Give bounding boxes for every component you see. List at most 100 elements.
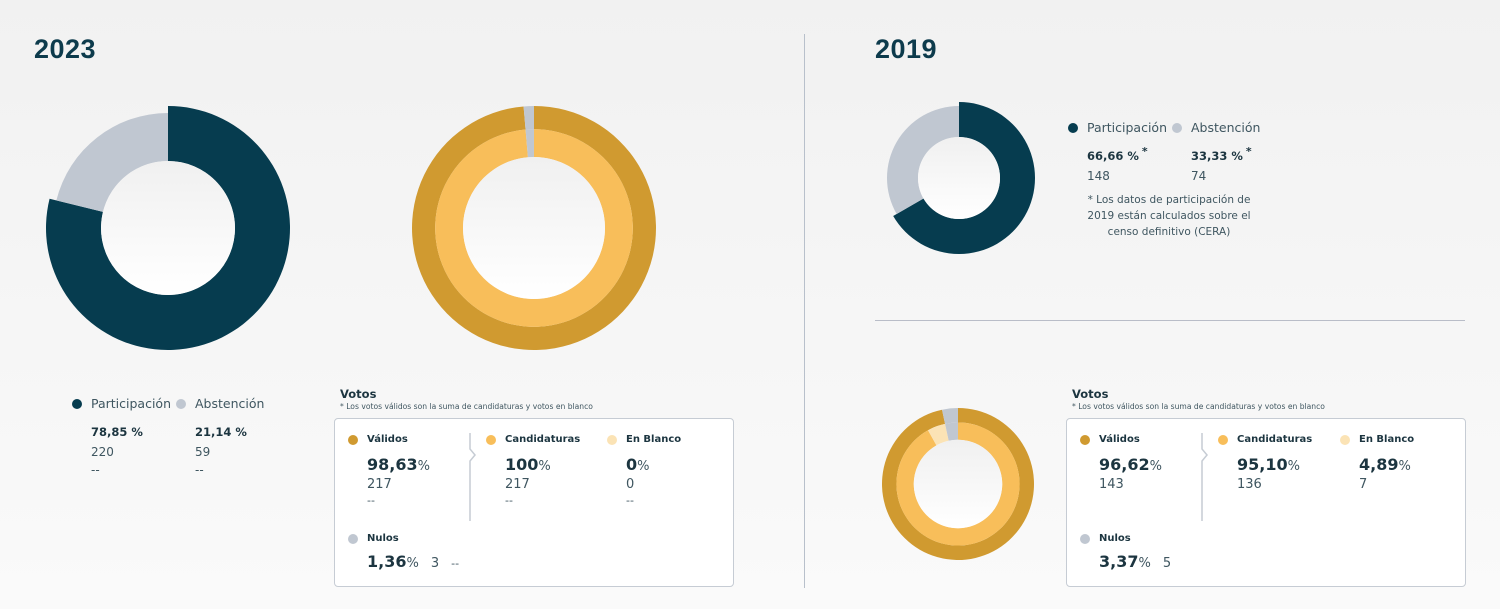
votes-inner-slice-en-blanco[interactable] [928, 423, 949, 446]
votos-note-2023: * Los votos válidos son la suma de candi… [340, 402, 593, 411]
donut-center [462, 156, 606, 300]
candidaturas-pct: 100 [505, 455, 539, 474]
asterisk: * [1245, 145, 1252, 158]
en-blanco-count: 0 [626, 477, 635, 492]
year-title-2023: 2023 [34, 34, 97, 64]
nulos-prev: -- [451, 557, 460, 570]
en-blanco-pct: 0 [626, 455, 638, 474]
validos-dot-icon [348, 434, 358, 445]
pct-unit: % [637, 459, 650, 474]
en-blanco-pct: 4,89 [1359, 455, 1399, 474]
validos-label: Válidos [367, 434, 408, 445]
candidaturas-count: 136 [1237, 477, 1262, 492]
votes-donut-2019 [882, 408, 1034, 560]
candidaturas-count: 217 [505, 477, 530, 492]
pct-unit: % [538, 459, 551, 474]
votes-outer-slice-nulos[interactable] [942, 408, 958, 424]
abstencion-prev: -- [195, 463, 204, 477]
pct-unit: % [417, 459, 430, 474]
candidaturas-prev: -- [505, 494, 513, 507]
participacion-pct: 78,85 % [91, 425, 143, 439]
pct-unit: % [1287, 459, 1300, 474]
en-blanco-label: En Blanco [626, 434, 682, 445]
votes-inner-slice-nulos[interactable] [945, 422, 958, 441]
en-blanco-dot-icon [607, 434, 617, 445]
en-blanco-dot-icon [1340, 434, 1350, 445]
abstencion-pct: 21,14 % [195, 425, 247, 439]
chevron-separator-icon [1201, 433, 1208, 521]
donut-center [101, 161, 235, 295]
candidaturas-dot-icon [1218, 434, 1228, 445]
panel-divider [804, 34, 805, 588]
pct-unit: % [1149, 459, 1162, 474]
votes-box-2019: Válidos 96,62% 143 Candidaturas 95,10% 1… [1066, 418, 1466, 587]
legend-label: Participación [91, 396, 172, 411]
nulos-label: Nulos [367, 533, 399, 544]
participation-slice-abstencion[interactable] [56, 113, 168, 212]
participation-slice-participacion[interactable] [893, 102, 1035, 254]
participation-donut-2023 [46, 106, 291, 350]
participation-legend-2019: Participación 66,66 % * 148 Abstención 33… [1068, 120, 1288, 190]
abstencion-dot-icon [1172, 122, 1182, 133]
abstencion-pct: 33,33 % [1191, 148, 1243, 163]
validos-count: 143 [1099, 477, 1124, 492]
pct-unit: % [1398, 459, 1411, 474]
legend-abstencion-2023: Abstención 21,14 % 59 -- [176, 396, 264, 477]
abstencion-count: 74 [1191, 168, 1207, 183]
legend-abstencion-2019: Abstención 33,33 % * 74 [1172, 120, 1260, 183]
participacion-dot-icon [72, 398, 82, 409]
section-divider [875, 320, 1465, 321]
abstencion-count: 59 [195, 445, 211, 459]
nulos-pct: 3,37 [1099, 552, 1139, 571]
legend-label: Participación [1087, 120, 1168, 135]
participation-slice-abstencion[interactable] [887, 106, 959, 214]
pct-unit: % [1138, 556, 1151, 571]
participacion-count: 220 [91, 445, 114, 459]
en-blanco-count: 7 [1359, 477, 1368, 492]
nulos-cell-2023: Nulos 1,36% 3 -- [348, 533, 459, 571]
validos-dot-icon [1080, 434, 1090, 445]
validos-cell-2023: Válidos 98,63% 217 -- [348, 434, 430, 507]
validos-pct: 98,63 [367, 455, 418, 474]
nulos-label: Nulos [1099, 533, 1131, 544]
chevron-separator-icon [469, 433, 476, 521]
en-blanco-prev: -- [626, 494, 634, 507]
validos-prev: -- [367, 494, 375, 507]
candidaturas-dot-icon [486, 434, 496, 445]
en-blanco-label: En Blanco [1359, 434, 1415, 445]
legend-label: Abstención [1191, 120, 1261, 135]
validos-cell-2019: Válidos 96,62% 143 [1080, 434, 1162, 492]
participacion-dot-icon [1068, 122, 1078, 133]
candidaturas-pct: 95,10 [1237, 455, 1288, 474]
nulos-dot-icon [348, 533, 358, 544]
abstencion-dot-icon [176, 398, 186, 409]
asterisk: * [1141, 145, 1148, 158]
votos-note-2019: * Los votos válidos son la suma de candi… [1072, 402, 1325, 411]
validos-pct: 96,62 [1099, 455, 1150, 474]
participation-slice-participacion[interactable] [46, 106, 291, 350]
votes-outer-slice-nulos[interactable] [523, 106, 534, 130]
participation-donut-2019 [887, 102, 1035, 254]
participacion-pct: 66,66 % [1087, 148, 1139, 163]
candidaturas-label: Candidaturas [505, 434, 581, 445]
participacion-count: 148 [1087, 168, 1110, 183]
candidaturas-label: Candidaturas [1237, 434, 1313, 445]
legend-label: Abstención [195, 396, 265, 411]
donut-center [913, 439, 1003, 529]
en-blanco-cell-2019: En Blanco 4,89% 7 [1340, 434, 1414, 492]
votes-inner-slice-nulos[interactable] [525, 129, 534, 158]
participacion-prev: -- [91, 463, 100, 477]
votes-box-2023: Válidos 98,63% 217 -- Candidaturas 100% … [334, 418, 734, 587]
votos-title-2019: Votos [1072, 387, 1109, 401]
nulos-count: 5 [1162, 556, 1172, 571]
nulos-count: 3 [430, 556, 440, 571]
nulos-dot-icon [1080, 533, 1090, 544]
nulos-pct: 1,36 [367, 552, 407, 571]
validos-count: 217 [367, 477, 392, 492]
legend-participacion-2023: Participación 78,85 % 220 -- [72, 396, 171, 477]
participation-footnote-2019: * Los datos de participación de 2019 est… [1087, 194, 1251, 238]
candidaturas-cell-2023: Candidaturas 100% 217 -- [486, 434, 580, 507]
candidaturas-cell-2019: Candidaturas 95,10% 136 [1218, 434, 1312, 492]
legend-participacion-2019: Participación 66,66 % * 148 [1068, 120, 1167, 183]
donut-center [918, 137, 1000, 219]
